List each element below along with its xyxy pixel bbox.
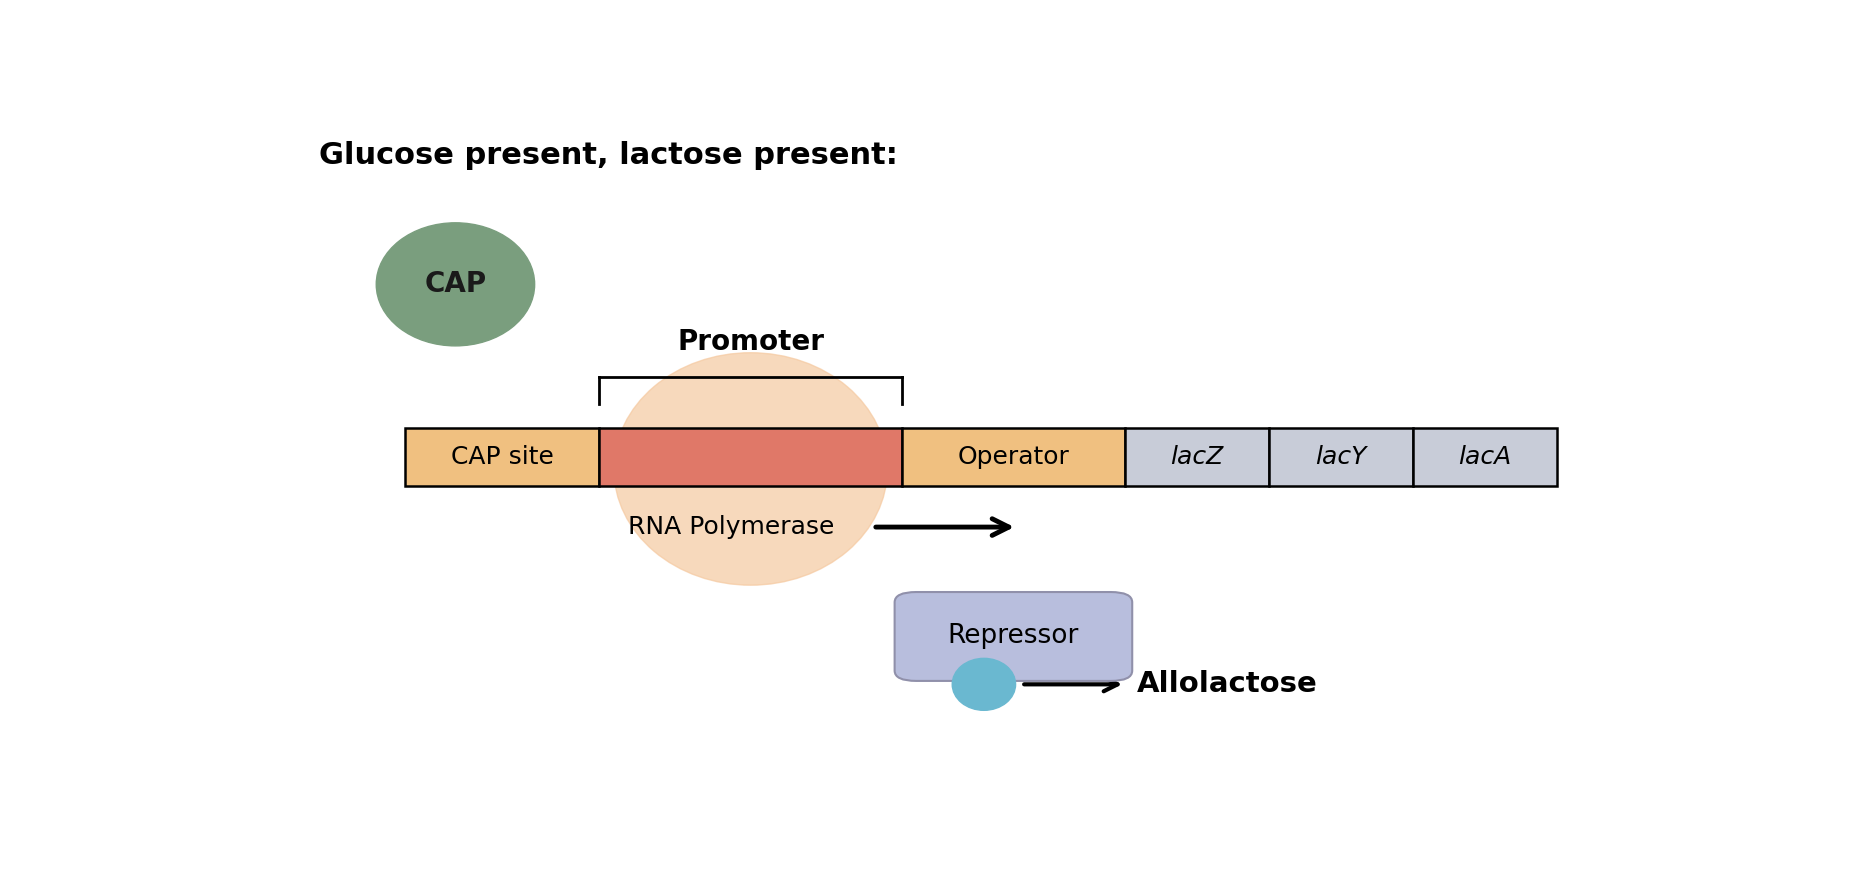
FancyBboxPatch shape — [1411, 428, 1556, 486]
Text: Repressor: Repressor — [947, 623, 1079, 649]
Text: RNA Polymerase: RNA Polymerase — [628, 515, 834, 539]
Text: CAP site: CAP site — [451, 445, 553, 469]
Ellipse shape — [375, 223, 535, 346]
FancyBboxPatch shape — [1123, 428, 1268, 486]
Text: Glucose present, lactose present:: Glucose present, lactose present: — [319, 141, 897, 170]
Ellipse shape — [613, 353, 888, 585]
FancyBboxPatch shape — [405, 428, 600, 486]
Ellipse shape — [951, 658, 1016, 710]
Text: CAP: CAP — [423, 270, 487, 298]
Text: lacY: lacY — [1315, 445, 1367, 469]
FancyBboxPatch shape — [1268, 428, 1411, 486]
FancyBboxPatch shape — [600, 428, 901, 486]
Text: lacA: lacA — [1458, 445, 1512, 469]
Text: Operator: Operator — [956, 445, 1070, 469]
FancyBboxPatch shape — [901, 428, 1123, 486]
Text: Allolactose: Allolactose — [1136, 670, 1317, 698]
Text: lacZ: lacZ — [1170, 445, 1224, 469]
FancyBboxPatch shape — [895, 592, 1131, 681]
Text: Promoter: Promoter — [676, 329, 825, 356]
